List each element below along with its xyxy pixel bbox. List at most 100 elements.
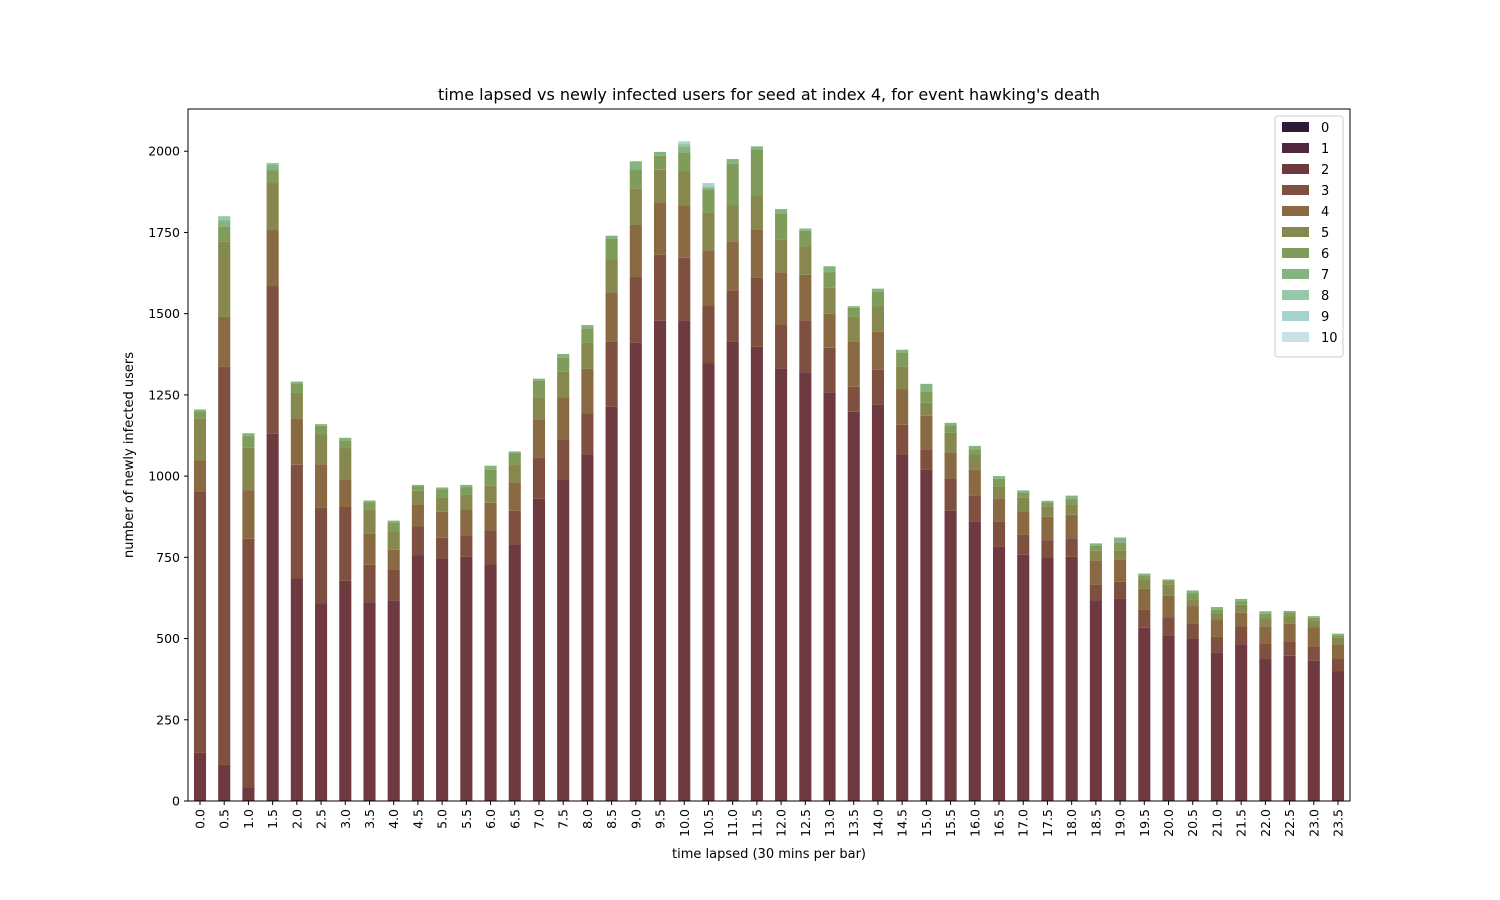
bar-segment-8.0-series-5 — [581, 342, 594, 369]
bar-segment-16.0-series-2 — [968, 521, 981, 801]
x-tick-label: 9.5 — [653, 809, 668, 829]
bar-segment-17.0-series-3 — [1017, 534, 1030, 555]
bar-segment-9.5-series-2 — [653, 320, 667, 801]
x-tick-label: 7.5 — [556, 809, 571, 829]
bar-segment-7.5-series-7 — [557, 353, 570, 358]
bar-segment-19.0-series-5 — [1114, 550, 1127, 560]
x-tick-label: 7.0 — [531, 809, 546, 829]
bar-segment-3.0-series-6 — [339, 440, 352, 449]
bar-segment-18.0-series-7 — [1065, 495, 1078, 499]
y-axis-ticks: 0 250 500 750 1000 1250 1500 1750 2000 — [148, 144, 188, 809]
bar-segment-20.0-series-6 — [1162, 580, 1175, 585]
bar-segment-9.0-series-8 — [629, 160, 642, 162]
bar-segment-18.0-series-3 — [1065, 538, 1078, 557]
bar-segment-3.0-series-5 — [339, 448, 352, 480]
bar-segment-19.5-series-4 — [1138, 588, 1151, 610]
bar-segment-12.0-series-2 — [775, 368, 788, 801]
x-tick-label: 15.5 — [943, 809, 958, 837]
legend: 0 1 2 3 4 5 6 7 8 9 10 — [1274, 115, 1344, 358]
bar-segment-18.5-series-5 — [1089, 550, 1102, 561]
bar-segment-18.0-series-2 — [1065, 556, 1078, 801]
bar-segment-22.0-series-7 — [1259, 611, 1272, 614]
bar-segment-7.5-series-6 — [557, 357, 570, 372]
bar-segment-10.5-series-6 — [702, 189, 715, 213]
bar-segment-3.5-series-2 — [363, 602, 376, 801]
x-tick-label: 5.0 — [435, 809, 450, 829]
bar-segment-6.5-series-6 — [508, 453, 521, 465]
bar-segment-0.0-series-6 — [193, 411, 207, 419]
bar-segment-10.0-series-5 — [678, 171, 691, 206]
bar-segment-14.0-series-4 — [871, 331, 885, 370]
bar-segment-11.0-series-4 — [726, 241, 739, 291]
legend-swatch — [1282, 122, 1309, 132]
bar-segment-8.0-series-6 — [581, 328, 594, 343]
bar-segment-0.0-series-2 — [193, 752, 207, 801]
bar-segment-21.5-series-4 — [1235, 612, 1248, 627]
bar-segment-14.0-series-6 — [871, 291, 885, 307]
bar-segment-13.0-series-2 — [823, 392, 836, 801]
bar-segment-6.0-series-2 — [484, 564, 497, 801]
bar-segment-5.5-series-4 — [460, 509, 473, 536]
bar-segment-19.0-series-3 — [1114, 581, 1127, 599]
bar-segment-20.5-series-7 — [1186, 590, 1199, 594]
bar-segment-0.5-series-8 — [218, 216, 231, 221]
bar-segment-10.0-series-6 — [678, 152, 691, 172]
bar-segment-23.5-series-7 — [1331, 633, 1345, 636]
bar-segment-14.0-series-2 — [871, 404, 885, 801]
plot-frame — [187, 108, 1351, 802]
bar-segment-13.5-series-7 — [847, 306, 860, 308]
x-tick-label: 21.5 — [1234, 809, 1249, 837]
bar-segment-19.5-series-6 — [1138, 575, 1151, 580]
bar-segment-8.5-series-6 — [605, 238, 618, 260]
bar-segment-7.5-series-3 — [557, 439, 570, 481]
x-tick-label: 13.0 — [822, 809, 837, 837]
bar-segment-16.5-series-2 — [992, 546, 1006, 801]
bar-segment-6.0-series-5 — [484, 485, 497, 503]
bar-segment-13.0-series-6 — [823, 272, 836, 288]
bar-segment-21.0-series-2 — [1210, 652, 1223, 801]
bar-segment-12.5-series-5 — [799, 246, 812, 275]
bar-segment-19.0-series-4 — [1114, 559, 1127, 582]
bar-segment-20.5-series-6 — [1186, 593, 1199, 600]
bar-segment-18.5-series-4 — [1089, 560, 1102, 585]
x-axis-ticks: 0.0 0.5 1.0 1.5 2.0 2.5 3.0 3.5 4.0 4.5 5.0 5.5 6.0 6… — [193, 801, 1346, 837]
bar-segment-23.5-series-3 — [1331, 659, 1345, 672]
x-tick-label: 23.0 — [1306, 809, 1321, 837]
bar-segment-22.0-series-6 — [1259, 613, 1272, 619]
bar-segment-9.5-series-7 — [653, 151, 667, 156]
bar-segment-13.5-series-6 — [847, 307, 860, 317]
bar-segment-5.0-series-6 — [436, 489, 449, 498]
bar-segment-8.0-series-7 — [581, 325, 594, 329]
x-tick-label: 1.0 — [241, 809, 256, 829]
bar-segment-6.5-series-4 — [508, 482, 521, 511]
y-tick-label: 250 — [156, 712, 180, 727]
bar-segment-2.5-series-2 — [315, 603, 328, 801]
x-tick-label: 20.5 — [1185, 809, 1200, 837]
legend-swatch — [1282, 206, 1309, 216]
bar-segment-15.0-series-2 — [920, 469, 933, 801]
y-tick-label: 500 — [156, 631, 180, 646]
x-tick-label: 20.0 — [1161, 809, 1176, 837]
x-tick-label: 22.0 — [1258, 809, 1273, 837]
x-tick-label: 4.0 — [386, 809, 401, 829]
legend-label: 8 — [1321, 289, 1329, 304]
bar-segment-13.0-series-7 — [823, 266, 836, 273]
bar-segment-7.5-series-2 — [557, 480, 570, 801]
bar-segment-11.0-series-5 — [726, 205, 739, 242]
bar-segment-5.5-series-2 — [460, 556, 473, 801]
legend-swatch — [1282, 227, 1309, 237]
bar-segment-14.5-series-3 — [896, 424, 909, 455]
y-tick-label: 2000 — [148, 144, 180, 159]
bar-segment-12.5-series-3 — [799, 320, 812, 373]
bar-segment-15.5-series-6 — [944, 425, 957, 433]
bar-segment-0.5-series-3 — [218, 366, 231, 765]
bar-segment-9.0-series-4 — [629, 224, 642, 277]
bar-segment-12.0-series-7 — [775, 209, 788, 214]
bar-segment-9.5-series-6 — [653, 155, 667, 170]
bar-segment-23.0-series-2 — [1307, 660, 1320, 801]
bar-segment-23.0-series-5 — [1307, 621, 1320, 628]
x-tick-label: 22.5 — [1282, 809, 1297, 837]
bar-segment-19.5-series-2 — [1138, 627, 1151, 801]
bar-segment-20.0-series-3 — [1162, 617, 1175, 636]
bar-segment-0.0-series-7 — [193, 409, 207, 412]
